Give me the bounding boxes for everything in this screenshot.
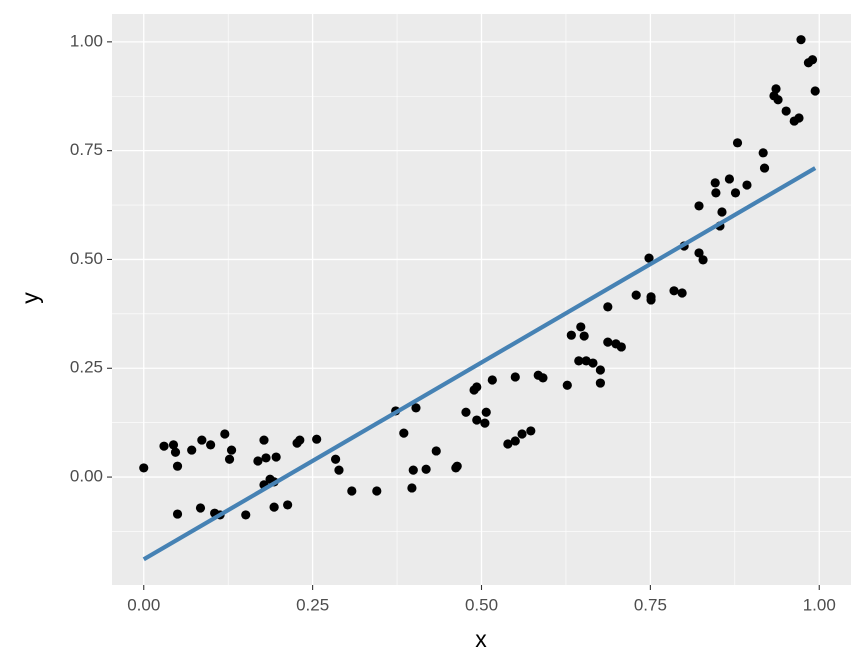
x-axis-title: x bbox=[475, 626, 487, 652]
x-tick-label: 0.50 bbox=[465, 595, 498, 614]
point bbox=[461, 407, 471, 417]
point bbox=[810, 86, 820, 96]
y-tick-label: 0.25 bbox=[70, 358, 103, 377]
point bbox=[421, 464, 431, 474]
x-tick-label: 1.00 bbox=[803, 595, 836, 614]
point bbox=[372, 486, 382, 496]
point bbox=[269, 502, 279, 512]
point bbox=[669, 286, 679, 296]
y-tick-label: 1.00 bbox=[70, 31, 103, 50]
point bbox=[480, 418, 490, 428]
point bbox=[431, 446, 441, 456]
point bbox=[271, 452, 281, 462]
point bbox=[408, 465, 418, 475]
point bbox=[241, 510, 251, 520]
point bbox=[579, 331, 589, 341]
point bbox=[562, 380, 572, 390]
point bbox=[698, 255, 708, 265]
point bbox=[526, 426, 536, 436]
point bbox=[172, 461, 183, 471]
point bbox=[259, 435, 269, 445]
point bbox=[694, 248, 704, 258]
point bbox=[781, 106, 791, 116]
point bbox=[717, 207, 727, 217]
point bbox=[773, 95, 783, 105]
point bbox=[710, 178, 720, 188]
point bbox=[724, 174, 735, 184]
point bbox=[407, 483, 417, 493]
point bbox=[603, 302, 613, 312]
point bbox=[283, 500, 293, 510]
point bbox=[195, 503, 206, 513]
point bbox=[538, 373, 548, 383]
point bbox=[139, 463, 149, 473]
point bbox=[603, 337, 613, 347]
point bbox=[503, 439, 513, 449]
point bbox=[472, 382, 482, 392]
point bbox=[574, 356, 584, 366]
fit-line bbox=[142, 166, 817, 562]
point bbox=[197, 435, 207, 445]
x-tick-label: 0.25 bbox=[296, 595, 329, 614]
point bbox=[170, 447, 181, 457]
point bbox=[616, 342, 626, 352]
point bbox=[588, 358, 598, 368]
point bbox=[487, 375, 497, 385]
point bbox=[295, 435, 305, 445]
point bbox=[794, 113, 804, 123]
point bbox=[576, 322, 586, 332]
point bbox=[452, 461, 462, 471]
point bbox=[730, 188, 741, 198]
point bbox=[159, 441, 169, 451]
point bbox=[226, 445, 237, 455]
point bbox=[261, 453, 271, 463]
point bbox=[796, 35, 806, 45]
point bbox=[510, 436, 520, 446]
point bbox=[517, 429, 527, 439]
point bbox=[646, 295, 656, 305]
point bbox=[472, 415, 482, 425]
point bbox=[312, 434, 322, 444]
point bbox=[566, 330, 576, 340]
point bbox=[481, 407, 491, 417]
point bbox=[334, 465, 344, 475]
point bbox=[510, 372, 520, 382]
point bbox=[253, 456, 263, 466]
y-tick-label: 0.75 bbox=[70, 140, 103, 159]
point bbox=[220, 429, 230, 439]
point bbox=[399, 428, 409, 438]
point bbox=[758, 148, 768, 158]
point bbox=[224, 454, 235, 464]
point bbox=[330, 454, 341, 464]
y-tick-label: 0.00 bbox=[70, 467, 103, 486]
point bbox=[411, 403, 421, 413]
point bbox=[172, 509, 183, 519]
x-tick-label: 0.00 bbox=[127, 595, 160, 614]
point bbox=[742, 180, 752, 190]
point bbox=[677, 288, 687, 298]
point bbox=[807, 55, 818, 65]
point bbox=[644, 253, 654, 263]
y-axis-title: y bbox=[17, 292, 43, 304]
y-tick-label: 0.50 bbox=[70, 249, 103, 268]
point bbox=[595, 365, 605, 375]
point bbox=[631, 290, 641, 300]
point bbox=[595, 378, 605, 388]
point bbox=[732, 138, 743, 148]
point bbox=[168, 440, 179, 450]
point bbox=[759, 163, 770, 173]
point bbox=[187, 445, 197, 455]
point bbox=[771, 84, 781, 94]
point bbox=[694, 201, 704, 211]
point bbox=[347, 486, 357, 496]
point bbox=[711, 188, 721, 198]
point bbox=[206, 440, 216, 450]
x-tick-label: 0.75 bbox=[634, 595, 667, 614]
